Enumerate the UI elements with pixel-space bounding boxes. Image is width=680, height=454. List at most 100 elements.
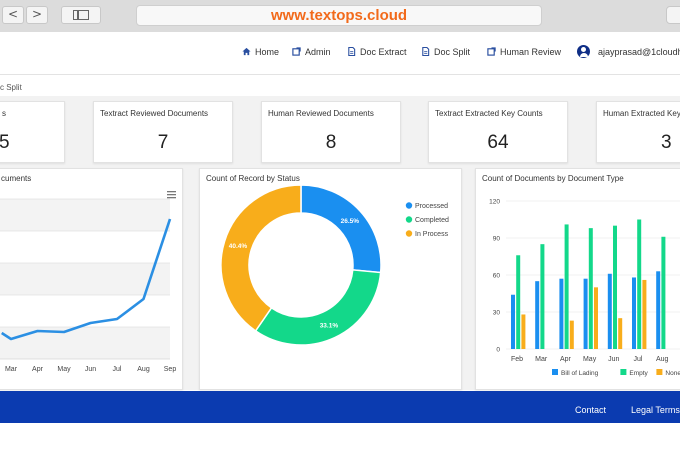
kpi-card: Human Reviewed Documents 8 xyxy=(261,101,401,163)
page-bottom xyxy=(0,423,680,454)
x-tick-label: Feb xyxy=(511,356,523,363)
kpi-value: 3 xyxy=(661,132,672,153)
sidebar-icon xyxy=(73,10,89,20)
grid-band xyxy=(0,327,170,359)
home-icon xyxy=(242,47,251,56)
external-link-icon xyxy=(487,47,496,56)
kpi-label: Human Extracted Key C xyxy=(603,109,680,118)
bar xyxy=(516,255,521,349)
bar xyxy=(521,314,526,349)
bar xyxy=(661,236,666,349)
contact-link[interactable]: Contact xyxy=(575,405,607,415)
nav-admin[interactable]: Admin xyxy=(292,47,331,57)
nav-doc-split[interactable]: Doc Split xyxy=(421,47,470,57)
line-chart: Mar Apr May Jun Jul Aug Sep xyxy=(0,191,177,373)
x-tick-label: Jun xyxy=(608,356,619,363)
legend-marker xyxy=(620,369,627,375)
slice-label: 33.1% xyxy=(320,322,339,329)
x-tick-label: May xyxy=(583,356,597,363)
x-tick-label: Apr xyxy=(560,356,572,363)
x-tick-label: Mar xyxy=(5,366,18,373)
address-bar[interactable]: www.textops.cloud xyxy=(136,5,542,26)
x-tick-label: Jun xyxy=(85,366,96,373)
x-tick-label: Aug xyxy=(137,366,150,373)
bar xyxy=(642,279,647,349)
browser-toolbar: < > www.textops.cloud xyxy=(0,0,680,32)
dashboard-body: s 5 Textract Reviewed Documents 7 Human … xyxy=(0,96,680,390)
bar xyxy=(607,273,612,349)
footer: Contact Legal Terms xyxy=(0,391,680,423)
legend-label: Processed xyxy=(415,203,448,210)
x-tick-label: Mar xyxy=(535,356,548,363)
y-tick-label: 90 xyxy=(493,236,501,243)
x-tick-label: Aug xyxy=(656,356,669,363)
nav-admin-label: Admin xyxy=(305,47,331,57)
bar-chart-panel: Count of Documents by Document Type 0 30 6… xyxy=(475,168,680,390)
y-tick-label: 30 xyxy=(493,310,501,317)
legend-marker xyxy=(656,369,663,375)
kpi-label: Textract Reviewed Documents xyxy=(100,109,209,118)
x-tick-label: Apr xyxy=(32,366,44,373)
donut-chart-panel: Count of Record by Status 26.5% 33.1% 40.4… xyxy=(199,168,462,390)
sidebar-toggle-button[interactable] xyxy=(61,6,101,24)
bar xyxy=(540,244,545,349)
browser-menu-button[interactable] xyxy=(666,6,680,24)
breadcrumb[interactable]: c Split xyxy=(0,83,22,92)
legend-label: Bill of Lading xyxy=(561,370,599,377)
y-tick-label: 60 xyxy=(493,273,501,280)
app-header: Home Admin Doc Extract Doc Split Human R… xyxy=(0,33,680,75)
panel-title: cuments xyxy=(1,174,32,183)
panel-title: Count of Record by Status xyxy=(206,174,300,183)
bar xyxy=(594,287,598,349)
user-avatar-icon[interactable] xyxy=(577,45,590,58)
external-link-icon xyxy=(292,47,301,56)
kpi-card: s 5 xyxy=(0,101,65,163)
forward-arrow-icon: > xyxy=(31,7,43,21)
y-tick-label: 0 xyxy=(496,347,500,354)
bar xyxy=(588,228,593,349)
user-menu[interactable]: ajayprasad@1cloudh xyxy=(598,47,680,57)
grid-band xyxy=(0,199,170,231)
nav-doc-extract[interactable]: Doc Extract xyxy=(347,47,407,57)
kpi-card: Textract Extracted Key Counts 64 xyxy=(428,101,568,163)
x-tick-label: Sep xyxy=(164,366,177,373)
nav-home[interactable]: Home xyxy=(242,47,279,57)
legal-terms-link[interactable]: Legal Terms xyxy=(631,405,680,415)
bar xyxy=(535,281,540,349)
legend-label: In Process xyxy=(415,231,449,238)
donut-slice xyxy=(254,269,382,346)
kpi-card: Human Extracted Key C 3 xyxy=(596,101,680,163)
kpi-value: 64 xyxy=(487,132,509,153)
user-email: ajayprasad@1cloudh xyxy=(598,47,680,57)
legend-label: Completed xyxy=(415,217,449,224)
kpi-value: 5 xyxy=(0,132,10,153)
y-tick-label: 120 xyxy=(489,199,500,206)
x-tick-label: Jul xyxy=(634,356,643,363)
back-button[interactable]: < xyxy=(2,6,24,24)
kpi-value: 7 xyxy=(157,132,169,153)
bar xyxy=(632,277,636,349)
legend-label: Empty xyxy=(629,370,648,377)
x-tick-label: May xyxy=(57,366,71,373)
back-arrow-icon: < xyxy=(7,7,19,21)
x-tick-label: Jul xyxy=(113,366,122,373)
kpi-label: Textract Extracted Key Counts xyxy=(435,109,543,118)
document-icon xyxy=(348,47,356,56)
grid-band xyxy=(0,231,170,263)
line-chart-panel: cuments Mar Apr May Jun Jul Aug Sep xyxy=(0,168,183,390)
bar xyxy=(613,225,617,349)
forward-button[interactable]: > xyxy=(26,6,48,24)
nav-human-review[interactable]: Human Review xyxy=(487,47,561,57)
legend-marker xyxy=(552,369,558,375)
bar xyxy=(583,278,588,349)
panel-title: Count of Documents by Document Type xyxy=(482,174,624,183)
bar xyxy=(569,320,574,349)
chart-menu-icon[interactable] xyxy=(167,191,176,199)
donut-slice xyxy=(220,184,302,332)
legend-marker xyxy=(405,202,413,209)
slice-label: 40.4% xyxy=(229,243,248,250)
kpi-label: Human Reviewed Documents xyxy=(268,109,374,118)
kpi-card: Textract Reviewed Documents 7 xyxy=(93,101,233,163)
nav-doc-extract-label: Doc Extract xyxy=(360,47,407,57)
kpi-label: s xyxy=(2,109,6,118)
